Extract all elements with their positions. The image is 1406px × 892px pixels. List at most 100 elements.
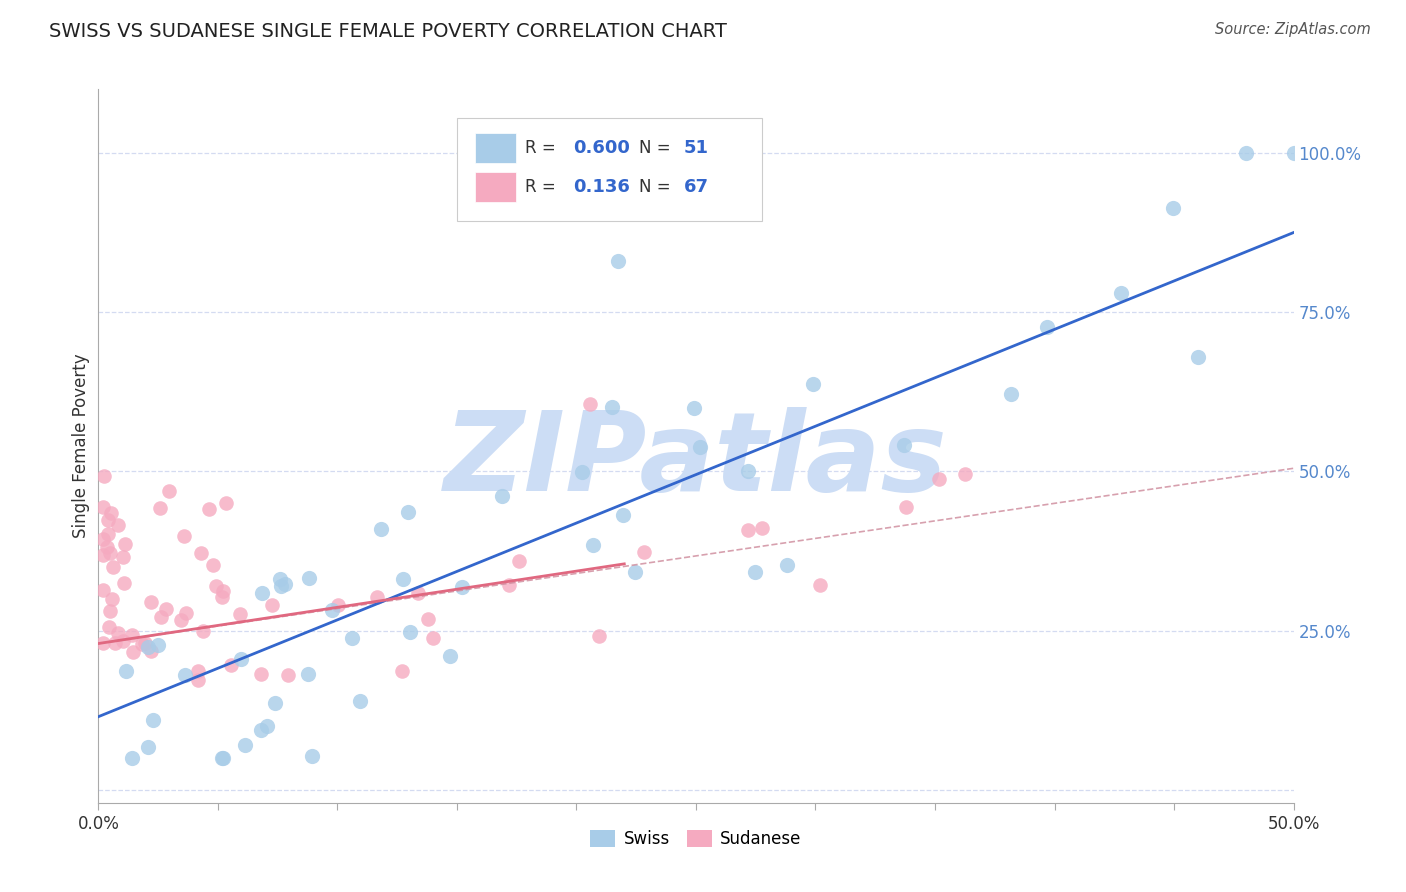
Point	[256, 719, 278, 733]
Point	[176, 606, 198, 620]
Point	[751, 521, 773, 535]
Point	[229, 652, 252, 666]
Text: 51: 51	[685, 139, 709, 157]
Point	[138, 740, 160, 755]
Text: 67: 67	[685, 178, 709, 196]
Point	[606, 254, 628, 268]
FancyBboxPatch shape	[457, 118, 762, 221]
Point	[131, 637, 153, 651]
Text: 0.600: 0.600	[572, 139, 630, 157]
Point	[212, 751, 235, 765]
Point	[508, 554, 530, 568]
Point	[1187, 350, 1209, 364]
Point	[104, 636, 127, 650]
Point	[277, 668, 299, 682]
Point	[391, 664, 413, 678]
Point	[212, 583, 235, 598]
Point	[202, 558, 225, 573]
Point	[103, 559, 125, 574]
Point	[744, 566, 766, 580]
Point	[273, 577, 295, 591]
Point	[808, 577, 831, 591]
Point	[157, 484, 180, 499]
Point	[112, 549, 135, 564]
Point	[190, 546, 212, 560]
Point	[623, 565, 645, 579]
Point	[612, 508, 634, 522]
Point	[91, 582, 114, 597]
Point	[1161, 202, 1184, 216]
Point	[187, 664, 209, 678]
Y-axis label: Single Female Poverty: Single Female Poverty	[72, 354, 90, 538]
Legend: Swiss, Sudanese: Swiss, Sudanese	[583, 823, 808, 855]
Point	[249, 667, 271, 681]
Point	[112, 575, 135, 590]
FancyBboxPatch shape	[475, 134, 516, 163]
Point	[600, 400, 623, 414]
Point	[139, 644, 162, 658]
Point	[422, 631, 444, 645]
Text: Source: ZipAtlas.com: Source: ZipAtlas.com	[1215, 22, 1371, 37]
Point	[366, 590, 388, 604]
Point	[683, 401, 706, 416]
Point	[170, 613, 193, 627]
Point	[582, 538, 605, 552]
Point	[97, 513, 120, 527]
Point	[633, 545, 655, 559]
Point	[1111, 286, 1133, 301]
Point	[737, 523, 759, 537]
Point	[396, 505, 419, 519]
Point	[269, 573, 291, 587]
Point	[149, 609, 172, 624]
Point	[776, 558, 799, 573]
Point	[340, 632, 363, 646]
Point	[148, 500, 170, 515]
Text: N =: N =	[638, 178, 675, 196]
Point	[571, 465, 593, 479]
Point	[893, 438, 915, 452]
Point	[100, 604, 122, 618]
Point	[326, 599, 349, 613]
FancyBboxPatch shape	[475, 172, 516, 202]
Point	[418, 612, 440, 626]
Point	[205, 579, 228, 593]
Point	[91, 532, 114, 546]
Point	[187, 673, 209, 687]
Point	[91, 548, 114, 562]
Point	[96, 540, 118, 554]
Point	[370, 522, 392, 536]
Point	[122, 645, 145, 659]
Point	[498, 578, 520, 592]
Point	[801, 376, 824, 391]
Point	[392, 572, 415, 586]
Point	[141, 595, 163, 609]
Point	[349, 694, 371, 708]
Point	[114, 664, 136, 678]
Point	[97, 620, 120, 634]
Point	[114, 537, 136, 551]
Point	[896, 500, 918, 515]
Point	[142, 714, 165, 728]
Text: R =: R =	[524, 139, 561, 157]
Point	[955, 467, 977, 481]
Point	[298, 571, 321, 585]
Point	[1234, 145, 1257, 160]
Point	[91, 636, 114, 650]
Point	[439, 648, 461, 663]
Text: R =: R =	[524, 178, 567, 196]
Point	[689, 441, 711, 455]
Point	[93, 468, 115, 483]
Point	[451, 580, 474, 594]
Point	[121, 628, 143, 642]
Point	[737, 464, 759, 478]
Point	[101, 591, 124, 606]
Point	[928, 472, 950, 486]
Point	[155, 602, 177, 616]
Point	[97, 527, 120, 541]
Point	[1035, 320, 1057, 334]
Point	[301, 749, 323, 764]
Point	[270, 579, 292, 593]
Point	[588, 629, 610, 643]
Point	[219, 658, 242, 673]
Point	[107, 626, 129, 640]
